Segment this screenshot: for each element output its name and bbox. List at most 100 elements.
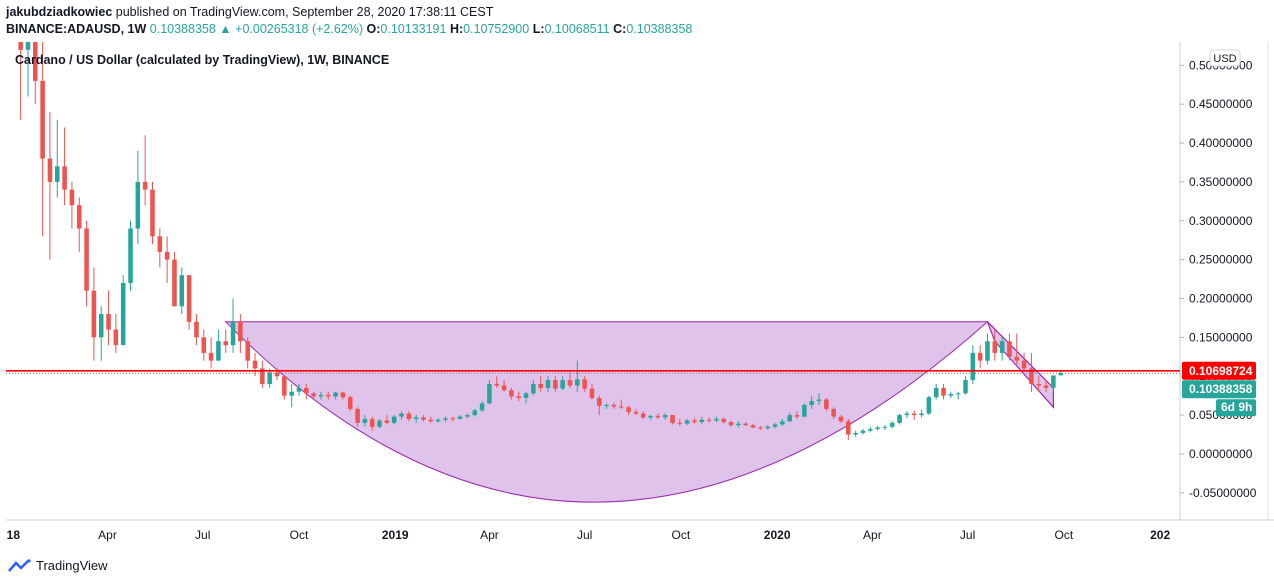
candle-down bbox=[728, 422, 734, 426]
y-tick-label: 0.20000000 bbox=[1189, 291, 1253, 305]
candle-down bbox=[494, 383, 500, 386]
candle-down bbox=[1029, 368, 1034, 384]
candle-down bbox=[743, 423, 749, 426]
candle-up bbox=[889, 422, 895, 427]
footer-branding: TradingView bbox=[8, 558, 108, 573]
candle-down bbox=[186, 275, 192, 322]
candle-down bbox=[428, 419, 434, 422]
candle-down bbox=[692, 420, 697, 423]
chart-title: Cardano / US Dollar (calculated by Tradi… bbox=[15, 53, 389, 67]
candle-down bbox=[706, 419, 712, 421]
candle-up bbox=[560, 380, 565, 389]
candle-down bbox=[84, 228, 89, 291]
open-value: 0.10133191 bbox=[380, 22, 447, 36]
price-change: +0.00265318 (+2.62%) bbox=[235, 22, 364, 36]
candle-up bbox=[230, 321, 236, 346]
candle-down bbox=[142, 181, 148, 190]
x-tick-label: Jul bbox=[195, 528, 210, 542]
candle-down bbox=[911, 413, 917, 416]
y-tick-label: 0.45000000 bbox=[1189, 97, 1253, 111]
candle-up bbox=[875, 427, 880, 430]
candle-down bbox=[758, 427, 763, 429]
cup-pattern-shape bbox=[224, 321, 989, 503]
y-tick-label: 0.25000000 bbox=[1189, 253, 1253, 267]
candle-down bbox=[106, 314, 111, 330]
candle-up bbox=[699, 419, 705, 423]
x-tick-label: Oct bbox=[290, 528, 309, 542]
candle-down bbox=[597, 397, 602, 406]
symbol-name: BINANCE:ADAUSD, 1W bbox=[6, 22, 147, 36]
candle-down bbox=[150, 189, 155, 237]
candle-down bbox=[245, 341, 250, 361]
candle-down bbox=[640, 413, 646, 418]
candle-up bbox=[318, 394, 324, 397]
candle-down bbox=[1014, 356, 1020, 361]
candle-up bbox=[98, 314, 104, 338]
candle-up bbox=[333, 392, 338, 397]
candle-up bbox=[985, 341, 990, 361]
candle-up bbox=[736, 423, 741, 426]
candle-up bbox=[377, 420, 382, 427]
close-value: 0.10388358 bbox=[626, 22, 693, 36]
candle-down bbox=[838, 416, 844, 422]
candle-up bbox=[465, 415, 470, 417]
candle-up bbox=[128, 228, 133, 283]
candle-up bbox=[904, 413, 910, 416]
candle-up bbox=[999, 341, 1005, 353]
candle-down bbox=[618, 406, 624, 408]
candle-up bbox=[809, 401, 814, 405]
candle-up bbox=[604, 404, 609, 406]
candle-down bbox=[340, 392, 346, 398]
symbol-line: BINANCE:ADAUSD, 1W 0.10388358 ▲ +0.00265… bbox=[6, 21, 692, 38]
candle-down bbox=[1043, 385, 1049, 388]
candle-down bbox=[238, 321, 243, 342]
candle-up bbox=[413, 417, 419, 419]
candle-down bbox=[421, 417, 426, 420]
high-label: H: bbox=[449, 22, 464, 36]
candle-down bbox=[1021, 360, 1027, 369]
countdown-tag bbox=[1216, 399, 1256, 417]
candle-up bbox=[933, 387, 939, 398]
x-tick-label: Jul bbox=[960, 528, 975, 542]
candle-up bbox=[816, 399, 822, 402]
last-price-tag bbox=[1182, 380, 1256, 399]
candle-down bbox=[76, 205, 82, 229]
candle-up bbox=[897, 415, 902, 423]
candle-down bbox=[47, 158, 53, 182]
candle-down bbox=[670, 415, 675, 423]
candle-down bbox=[347, 397, 353, 409]
candle-up bbox=[1051, 375, 1056, 388]
candle-up bbox=[216, 341, 221, 361]
candle-up bbox=[802, 404, 807, 417]
author-name[interactable]: jakubdziadkowiec bbox=[6, 5, 113, 19]
low-value: 0.10068511 bbox=[544, 22, 610, 36]
candle-up bbox=[970, 352, 976, 381]
price-chart[interactable]: 0.500000000.450000000.400000000.35000000… bbox=[0, 40, 1274, 552]
candle-down bbox=[33, 42, 38, 81]
candle-down bbox=[62, 166, 67, 190]
candle-up bbox=[948, 394, 954, 396]
x-tick-label: Jul bbox=[577, 528, 592, 542]
x-tick-label: Apr bbox=[98, 528, 117, 542]
candle-down bbox=[355, 408, 360, 423]
x-tick-label: 2020 bbox=[764, 528, 791, 542]
y-tick-label: -0.05000000 bbox=[1189, 486, 1257, 500]
candle-down bbox=[538, 383, 543, 388]
x-tick-label: Apr bbox=[480, 528, 499, 542]
publish-line: jakubdziadkowiec published on TradingVie… bbox=[6, 4, 692, 21]
x-tick-label: Apr bbox=[863, 528, 882, 542]
candle-down bbox=[252, 360, 258, 369]
candle-up bbox=[765, 426, 771, 429]
currency-badge[interactable] bbox=[1209, 49, 1241, 67]
open-label: O: bbox=[366, 22, 381, 36]
candle-down bbox=[611, 404, 617, 407]
low-label: L: bbox=[532, 22, 545, 36]
candle-up bbox=[662, 415, 668, 418]
candle-up bbox=[25, 42, 31, 50]
candle-up bbox=[289, 391, 294, 396]
candle-down bbox=[18, 42, 23, 50]
candle-down bbox=[201, 337, 207, 353]
candle-down bbox=[311, 393, 316, 397]
y-tick-label: 0.00000000 bbox=[1189, 447, 1253, 461]
candle-up bbox=[399, 413, 404, 417]
